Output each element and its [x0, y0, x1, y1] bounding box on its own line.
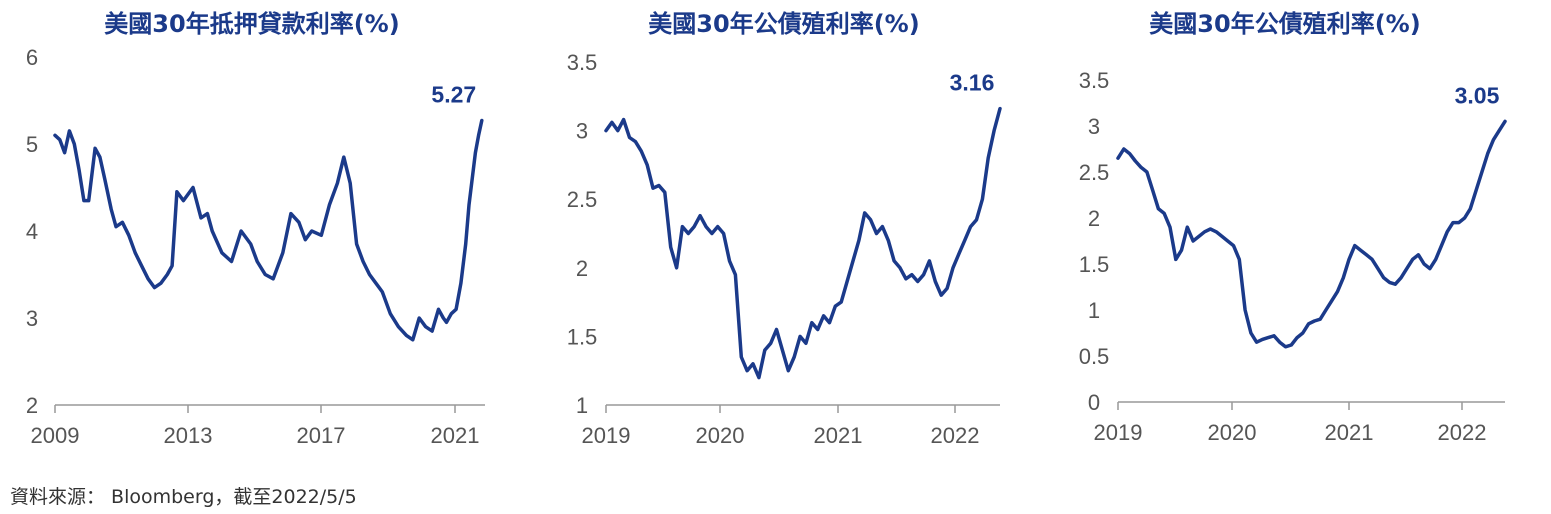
y-tick-label: 4: [26, 219, 38, 244]
y-tick-label: 2: [576, 256, 588, 281]
y-tick-label: 2.5: [567, 187, 598, 212]
chart-title-treasury-2: 美國30年公債殖利率(%): [1149, 10, 1421, 38]
y-tick-label: 1: [576, 393, 588, 418]
x-tick-label: 2021: [814, 423, 863, 448]
x-tick-label: 2019: [1094, 420, 1143, 445]
series-line: [53, 118, 484, 342]
y-tick-label: 1.5: [567, 324, 598, 349]
end-value-label: 5.27: [431, 82, 476, 108]
y-tick-label: 6: [26, 45, 38, 70]
chart-title-treasury-1: 美國30年公債殖利率(%): [648, 10, 920, 38]
y-tick-label: 3: [1088, 114, 1100, 139]
y-tick-label: 2.5: [1079, 160, 1110, 185]
y-tick-label: 0: [1088, 390, 1100, 415]
x-tick-label: 2019: [582, 423, 631, 448]
x-tick-label: 2020: [1208, 420, 1257, 445]
x-tick-label: 2013: [164, 423, 213, 448]
x-tick-label: 2022: [931, 423, 980, 448]
chart-title-mortgage: 美國30年抵押貸款利率(%): [104, 10, 400, 38]
y-tick-label: 1.5: [1079, 252, 1110, 277]
series-line: [1116, 119, 1507, 349]
y-tick-label: 3: [576, 119, 588, 144]
x-tick-label: 2009: [31, 423, 80, 448]
x-tick-label: 2022: [1438, 420, 1487, 445]
y-tick-label: 3: [26, 306, 38, 331]
x-tick-label: 2021: [1325, 420, 1374, 445]
series-line: [604, 106, 1002, 380]
x-tick-label: 2020: [696, 423, 745, 448]
y-tick-label: 2: [1088, 206, 1100, 231]
y-tick-label: 5: [26, 132, 38, 157]
y-tick-label: 1: [1088, 298, 1100, 323]
y-tick-label: 3.5: [1079, 68, 1110, 93]
y-tick-label: 3.5: [567, 50, 598, 75]
y-tick-label: 0.5: [1079, 344, 1110, 369]
x-tick-label: 2017: [297, 423, 346, 448]
source-note: 資料來源： Bloomberg，截至2022/5/5: [10, 486, 357, 508]
x-tick-label: 2021: [431, 423, 480, 448]
end-value-label: 3.16: [950, 70, 995, 96]
y-tick-label: 2: [26, 393, 38, 418]
end-value-label: 3.05: [1455, 82, 1500, 108]
